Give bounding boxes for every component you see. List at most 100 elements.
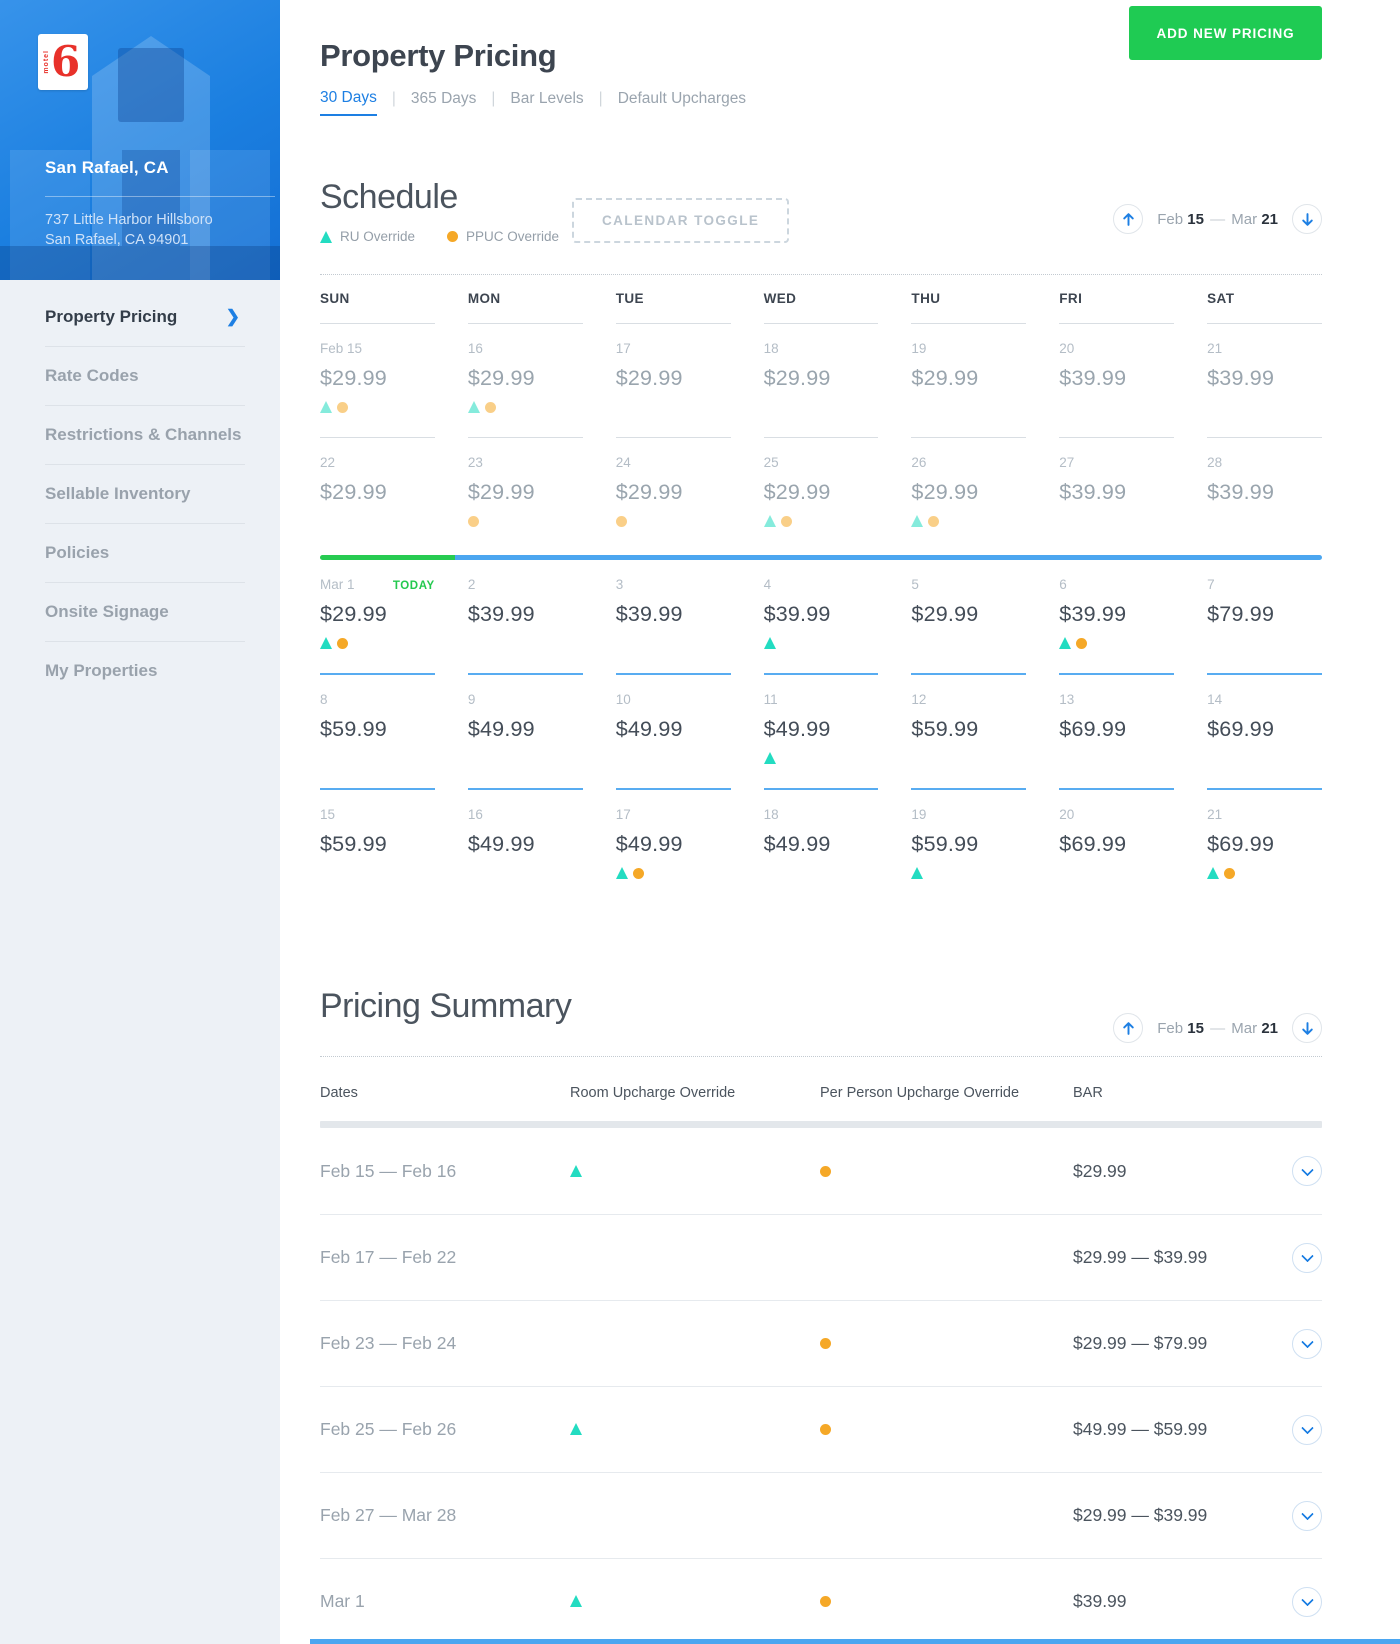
summary-row-ppuc-cell bbox=[820, 1419, 1073, 1440]
expand-row-button[interactable] bbox=[1292, 1328, 1322, 1359]
calendar-day-markers bbox=[911, 400, 1026, 413]
sidebar-nav-item[interactable]: Restrictions & Channels ❯ bbox=[0, 406, 280, 464]
calendar-day-cell[interactable]: 10 $49.99 bbox=[615, 673, 731, 788]
calendar-day-cell[interactable]: 7 $79.99 bbox=[1207, 560, 1322, 673]
calendar-day-cell[interactable]: 6 $39.99 bbox=[1059, 560, 1174, 673]
expand-row-button[interactable] bbox=[1292, 1586, 1322, 1617]
calendar-day-cell[interactable]: 15 $59.99 bbox=[320, 788, 435, 903]
summary-row: Mar 1 $39.99 bbox=[320, 1558, 1322, 1644]
ppuc-override-dot-icon bbox=[615, 516, 627, 527]
calendar-day-cell[interactable]: 14 $69.99 bbox=[1207, 673, 1322, 788]
calendar-day-markers bbox=[911, 514, 1026, 527]
arrow-up-icon bbox=[1122, 212, 1134, 226]
calendar-day-cell[interactable]: 23 $29.99 bbox=[467, 437, 583, 551]
calendar-day-price: $49.99 bbox=[763, 717, 831, 741]
calendar-day-cell[interactable]: 17 $29.99 bbox=[616, 324, 731, 437]
calendar-day-cell[interactable]: 20 $39.99 bbox=[1059, 324, 1174, 437]
main-content: Property Pricing 30 Days | 365 Days | Ba… bbox=[280, 0, 1400, 1644]
calendar-day-cell[interactable]: Mar 1 TODAY $29.99 bbox=[320, 560, 435, 673]
calendar: Feb 15 $29.99 16 $29.99 17 $29.99 bbox=[320, 324, 1322, 903]
calendar-day-cell[interactable]: 17 $49.99 bbox=[615, 788, 731, 903]
calendar-day-header: WED bbox=[763, 275, 879, 324]
calendar-day-markers bbox=[763, 636, 879, 649]
calendar-day-cell[interactable]: 11 $49.99 bbox=[763, 673, 879, 788]
calendar-day-cell[interactable]: 19 $29.99 bbox=[911, 324, 1026, 437]
tab-365-days[interactable]: 365 Days bbox=[410, 90, 477, 107]
date-range-previous-button[interactable] bbox=[1113, 1013, 1144, 1043]
calendar-day-markers bbox=[763, 514, 879, 527]
calendar-toggle-button[interactable]: CALENDAR TOGGLE bbox=[572, 198, 790, 243]
calendar-day-markers bbox=[616, 636, 731, 649]
summary-row-dates: Feb 17 — Feb 22 bbox=[320, 1247, 457, 1267]
calendar-day-cell[interactable]: 25 $29.99 bbox=[763, 437, 879, 551]
date-range-next-button[interactable] bbox=[1292, 1013, 1322, 1043]
calendar-day-cell[interactable]: 5 $29.99 bbox=[911, 560, 1026, 673]
tab-30-days[interactable]: 30 Days bbox=[320, 89, 377, 116]
tab-bar-levels[interactable]: Bar Levels bbox=[510, 90, 584, 107]
calendar-day-cell[interactable]: 22 $29.99 bbox=[320, 437, 435, 551]
calendar-day-cell[interactable]: 4 $39.99 bbox=[763, 560, 879, 673]
sidebar-nav-item[interactable]: Property Pricing ❯ bbox=[0, 288, 280, 346]
summary-row-bar-price: $29.99 — $79.99 bbox=[1073, 1333, 1208, 1353]
expand-row-button[interactable] bbox=[1292, 1242, 1322, 1273]
sidebar-nav-item[interactable]: Onsite Signage ❯ bbox=[0, 583, 280, 641]
calendar-day-cell[interactable]: 18 $49.99 bbox=[763, 788, 879, 903]
calendar-day-markers bbox=[320, 751, 435, 764]
calendar-day-cell[interactable]: 16 $49.99 bbox=[467, 788, 583, 903]
ppuc-override-dot-icon bbox=[337, 402, 348, 413]
calendar-day-date: 9 bbox=[467, 692, 476, 707]
calendar-day-cell[interactable]: 27 $39.99 bbox=[1059, 437, 1175, 551]
calendar-day-cell[interactable]: 9 $49.99 bbox=[467, 673, 583, 788]
calendar-day-cell[interactable]: 21 $69.99 bbox=[1207, 788, 1322, 903]
sidebar-nav-item[interactable]: My Properties ❯ bbox=[0, 642, 280, 700]
calendar-day-cell[interactable]: 28 $39.99 bbox=[1207, 437, 1322, 551]
calendar-day-cell[interactable]: 19 $59.99 bbox=[911, 788, 1027, 903]
calendar-day-cell[interactable]: 20 $69.99 bbox=[1059, 788, 1175, 903]
schedule-header: Schedule RU Override PPUC Override CALEN… bbox=[320, 178, 1322, 244]
ru-override-triangle-icon bbox=[570, 1164, 582, 1177]
calendar-day-price: $49.99 bbox=[467, 832, 535, 856]
calendar-day-cell[interactable]: 24 $29.99 bbox=[615, 437, 731, 551]
calendar-day-cell[interactable]: 26 $29.99 bbox=[911, 437, 1027, 551]
address-line-1: 737 Little Harbor Hillsboro bbox=[45, 212, 213, 228]
calendar-day-cell[interactable]: 21 $39.99 bbox=[1207, 324, 1322, 437]
sidebar-nav-item[interactable]: Rate Codes ❯ bbox=[0, 347, 280, 405]
calendar-day-markers bbox=[615, 514, 731, 527]
divider bbox=[1059, 323, 1175, 324]
calendar-day-markers bbox=[1059, 400, 1174, 413]
calendar-day-cell[interactable]: 18 $29.99 bbox=[764, 324, 879, 437]
calendar-day-cell[interactable]: Feb 15 $29.99 bbox=[320, 324, 435, 437]
summary-row-ru-cell bbox=[570, 1161, 820, 1182]
ppuc-override-dot-icon bbox=[820, 1424, 831, 1435]
calendar-day-headers: SUN MON TUE WED THU FRI SAT bbox=[320, 275, 1322, 324]
summary-row-dates: Feb 15 — Feb 16 bbox=[320, 1160, 457, 1181]
calendar-day-date: 6 bbox=[1059, 577, 1067, 592]
calendar-day-price: $29.99 bbox=[911, 480, 979, 504]
chevron-down-icon bbox=[1300, 1421, 1314, 1435]
arrow-up-icon bbox=[1122, 1021, 1134, 1035]
calendar-day-cell[interactable]: 3 $39.99 bbox=[616, 560, 731, 673]
tab-default-upcharges[interactable]: Default Upcharges bbox=[617, 90, 747, 107]
summary-column-headers: Dates Room Upcharge Override Per Person … bbox=[320, 1085, 1322, 1101]
calendar-day-cell[interactable]: 12 $59.99 bbox=[911, 673, 1027, 788]
add-new-pricing-button[interactable]: ADD NEW PRICING bbox=[1129, 6, 1322, 60]
date-range-previous-button[interactable] bbox=[1113, 204, 1144, 234]
calendar-day-markers bbox=[616, 751, 731, 764]
expand-row-button[interactable] bbox=[1292, 1500, 1322, 1531]
date-range-next-button[interactable] bbox=[1292, 204, 1322, 234]
calendar-day-price: $39.99 bbox=[763, 602, 831, 626]
chevron-down-icon bbox=[1300, 1507, 1314, 1521]
sidebar-nav-item[interactable]: Sellable Inventory ❯ bbox=[0, 465, 280, 523]
calendar-day-markers bbox=[615, 866, 731, 879]
tab-separator: | bbox=[598, 90, 603, 107]
calendar-day-cell[interactable]: 13 $69.99 bbox=[1059, 673, 1175, 788]
sidebar-nav-item[interactable]: Policies ❯ bbox=[0, 524, 280, 582]
calendar-day-date: 10 bbox=[615, 692, 631, 707]
dotted-divider bbox=[320, 1056, 1322, 1057]
calendar-day-cell[interactable]: 2 $39.99 bbox=[468, 560, 583, 673]
summary-row-bar-price: $49.99 — $59.99 bbox=[1073, 1419, 1208, 1439]
expand-row-button[interactable] bbox=[1292, 1414, 1322, 1445]
calendar-day-cell[interactable]: 8 $59.99 bbox=[320, 673, 435, 788]
calendar-day-cell[interactable]: 16 $29.99 bbox=[467, 324, 583, 437]
expand-row-button[interactable] bbox=[1292, 1156, 1322, 1186]
